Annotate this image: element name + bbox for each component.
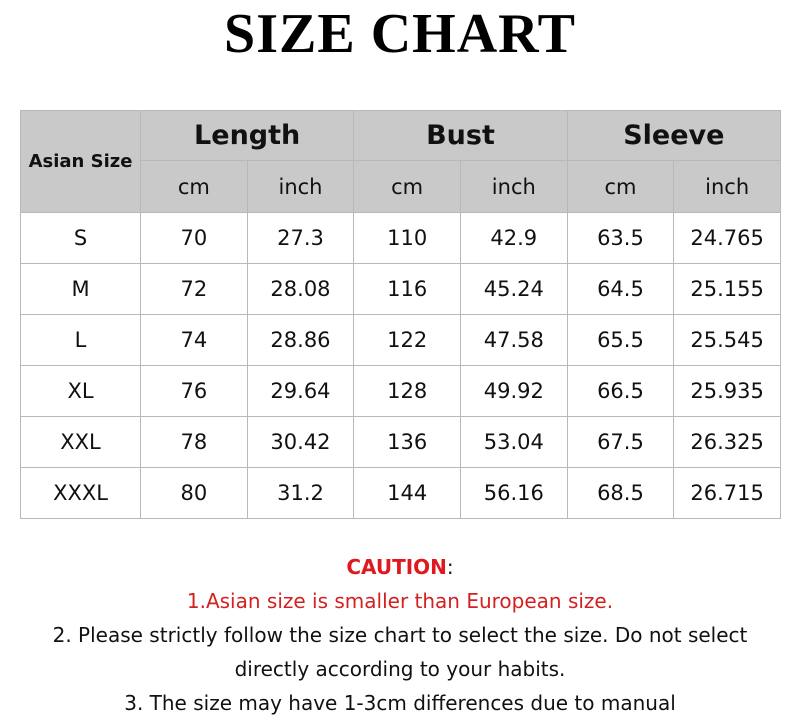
size-cell: L [20,314,141,366]
table-row: XXXL 80 31.2 144 56.16 68.5 26.715 [20,467,781,519]
unit-header: inch [459,160,568,213]
value-cell: 72 [140,263,248,315]
note-line-2: 2. Please strictly follow the size chart… [52,623,748,647]
table-row: XXL 78 30.42 136 53.04 67.5 26.325 [20,416,781,468]
size-cell: S [20,212,141,264]
value-cell: 29.64 [246,365,355,417]
value-cell: 68.5 [566,467,675,519]
note-line-4: 3. The size may have 1-3cm differences d… [124,691,676,715]
value-cell: 128 [353,365,461,417]
table-row: M 72 28.08 116 45.24 64.5 25.155 [20,263,781,315]
value-cell: 110 [353,212,461,264]
table-row: XL 76 29.64 128 49.92 66.5 25.935 [20,365,781,417]
bust-header: Bust [353,110,568,161]
value-cell: 31.2 [246,467,355,519]
value-cell: 122 [353,314,461,366]
value-cell: 78 [140,416,248,468]
note-line-1: 1.Asian size is smaller than European si… [186,589,614,613]
value-cell: 25.545 [673,314,781,366]
value-cell: 56.16 [459,467,568,519]
note-line-3: directly according to your habits. [234,657,566,681]
unit-header: inch [673,160,781,213]
value-cell: 66.5 [566,365,675,417]
value-cell: 45.24 [459,263,568,315]
asian-size-header: Asian Size [20,110,141,213]
unit-header: cm [353,160,461,213]
caution-colon: : [446,555,454,579]
value-cell: 26.715 [673,467,781,519]
value-cell: 70 [140,212,248,264]
value-cell: 47.58 [459,314,568,366]
size-chart-table: Asian Size Length Bust Sleeve cm inch cm in… [20,110,782,519]
caution-label: CAUTION [346,555,447,579]
size-cell: M [20,263,141,315]
length-header: Length [139,110,355,161]
value-cell: 42.9 [459,212,568,264]
value-cell: 27.3 [246,212,355,264]
value-cell: 136 [353,416,461,468]
value-cell: 25.155 [673,263,781,315]
unit-header: inch [246,160,355,213]
value-cell: 144 [353,467,461,519]
size-cell: XXXL [20,467,141,519]
value-cell: 116 [353,263,461,315]
value-cell: 28.08 [246,263,355,315]
value-cell: 30.42 [246,416,355,468]
size-cell: XXL [20,416,141,468]
value-cell: 25.935 [673,365,781,417]
value-cell: 76 [140,365,248,417]
value-cell: 28.86 [246,314,355,366]
caution-notes: CAUTION: 1.Asian size is smaller than Eu… [0,550,800,720]
value-cell: 63.5 [566,212,675,264]
value-cell: 53.04 [459,416,568,468]
value-cell: 49.92 [459,365,568,417]
value-cell: 24.765 [673,212,781,264]
unit-header: cm [140,160,248,213]
value-cell: 74 [140,314,248,366]
unit-header: cm [566,160,675,213]
size-cell: XL [20,365,141,417]
table-row: L 74 28.86 122 47.58 65.5 25.545 [20,314,781,366]
table-row: S 70 27.3 110 42.9 63.5 24.765 [20,212,781,264]
value-cell: 80 [140,467,248,519]
value-cell: 67.5 [566,416,675,468]
value-cell: 26.325 [673,416,781,468]
page-title: SIZE CHART [224,3,576,65]
value-cell: 65.5 [566,314,675,366]
value-cell: 64.5 [566,263,675,315]
sleeve-header: Sleeve [566,110,782,161]
